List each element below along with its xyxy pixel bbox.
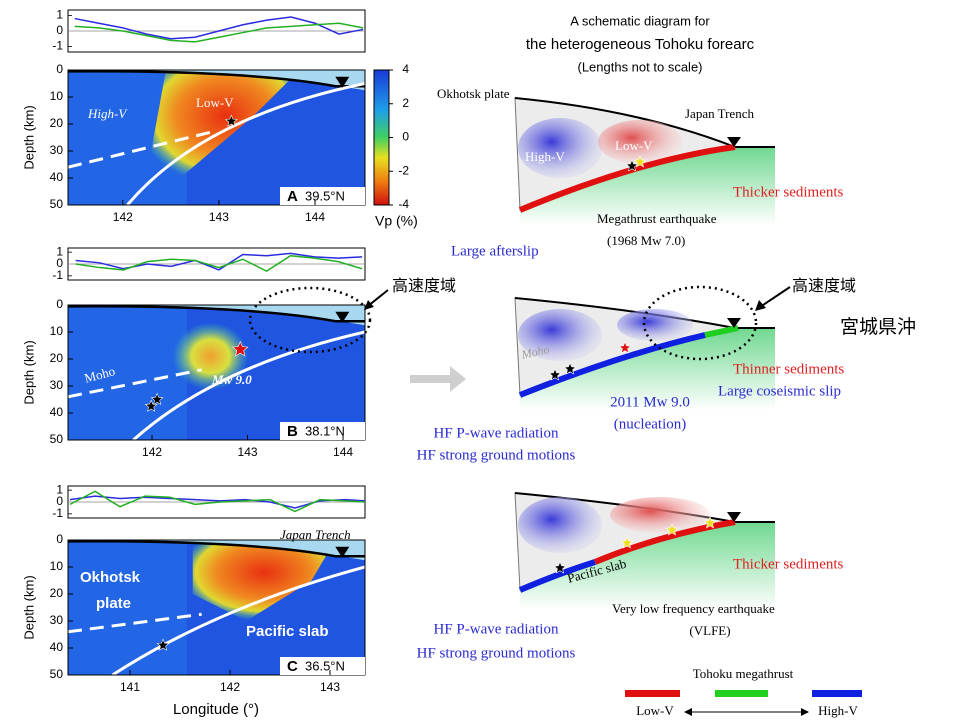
figure: A39.5°N14214314401020304050Depth (km)-10… (0, 0, 955, 721)
label: Low-V (615, 138, 653, 153)
x-tick-label: 143 (238, 445, 258, 459)
legend-label: High-V (818, 703, 858, 718)
y-tick-label: 20 (50, 351, 64, 365)
y-tick-label: 40 (50, 405, 64, 419)
label: (nucleation) (614, 416, 686, 432)
wave-tick-label: 1 (56, 8, 63, 22)
colorbar-tick-label: 0 (402, 130, 409, 144)
y-tick-label: 30 (50, 143, 64, 157)
x-tick-label: 143 (209, 210, 229, 224)
colorbar-tick-label: -2 (398, 163, 409, 177)
x-axis-label: Longitude (°) (173, 701, 259, 718)
label: Large coseismic slip (718, 383, 841, 399)
high-v-zone (617, 309, 693, 341)
wave-line (76, 256, 362, 271)
label: HF P-wave radiation (434, 621, 559, 637)
panel-label: B (287, 423, 298, 440)
pointer-head (755, 300, 766, 311)
legend-swatch (715, 690, 768, 697)
label: Thicker sediments (733, 556, 844, 572)
x-tick-label: 142 (113, 210, 133, 224)
label: HF P-wave radiation (434, 425, 559, 441)
high-velocity-label: 高速度域 (392, 277, 456, 295)
colorbar (374, 70, 389, 205)
y-tick-label: 40 (50, 640, 64, 654)
wave-line (75, 17, 363, 39)
colorbar-label: Vp (%) (375, 213, 418, 229)
legend-title: Tohoku megathrust (693, 666, 794, 681)
tomography (68, 70, 365, 205)
y-tick-label: 10 (50, 324, 64, 338)
panel-label: A (287, 188, 298, 205)
y-tick-label: 50 (50, 197, 64, 211)
y-tick-label: 20 (50, 586, 64, 600)
x-tick-label: 143 (320, 680, 340, 694)
label: (1968 Mw 7.0) (607, 233, 685, 248)
panel-label: C (287, 658, 298, 675)
label: Very low frequency earthquake (612, 601, 775, 616)
okhotsk-label: Okhotsk (80, 569, 141, 586)
pointer (760, 287, 790, 307)
label: HF strong ground motions (417, 645, 576, 661)
plate-label: plate (96, 595, 131, 612)
schematic-title: (Lengths not to scale) (577, 59, 702, 74)
high-v-zone (518, 497, 602, 553)
label: High-V (525, 149, 565, 164)
label: Okhotsk plate (437, 86, 510, 101)
label: (VLFE) (689, 623, 730, 638)
legend-label: Low-V (636, 703, 674, 718)
label: Large afterslip (451, 243, 539, 259)
x-tick-label: 142 (142, 445, 162, 459)
y-tick-label: 50 (50, 432, 64, 446)
wave-tick-label: 1 (56, 244, 63, 258)
wave-tick-label: 1 (56, 482, 63, 496)
colorbar-tick-label: 2 (402, 96, 409, 110)
y-tick-label: 10 (50, 89, 64, 103)
label: Thicker sediments (733, 184, 844, 200)
y-tick-label: 20 (50, 116, 64, 130)
label: 高速度域 (792, 277, 856, 295)
colorbar-tick-label: -4 (398, 197, 409, 211)
x-tick-label: 144 (333, 445, 353, 459)
slab-label: Pacific slab (246, 623, 329, 640)
mw-label: Mw 9.0 (211, 372, 252, 387)
colorbar-tick-label: 4 (402, 62, 409, 76)
legend-swatch (812, 690, 862, 697)
latitude: 39.5°N (305, 188, 345, 203)
high-v-label: High-V (87, 106, 128, 121)
y-axis-label: Depth (km) (21, 575, 36, 639)
low-v-label: Low-V (196, 95, 234, 110)
x-tick-label: 141 (120, 680, 140, 694)
y-tick-label: 50 (50, 667, 64, 681)
y-tick-label: 0 (56, 532, 63, 546)
x-tick-label: 144 (305, 210, 325, 224)
label: 2011 Mw 9.0 (610, 394, 690, 410)
latitude: 36.5°N (305, 658, 345, 673)
y-tick-label: 30 (50, 613, 64, 627)
latitude: 38.1°N (305, 423, 345, 438)
wave-tick-label: -1 (52, 39, 63, 53)
label: Japan Trench (685, 106, 754, 121)
y-axis-label: Depth (km) (21, 105, 36, 169)
x-tick-label: 142 (220, 680, 240, 694)
y-tick-label: 40 (50, 170, 64, 184)
label: Megathrust earthquake (597, 211, 717, 226)
y-tick-label: 0 (56, 297, 63, 311)
label: HF strong ground motions (417, 447, 576, 463)
trench-label: Japan Trench (280, 527, 351, 542)
legend-swatch (625, 690, 680, 697)
wave-tick-label: 0 (56, 23, 63, 37)
y-tick-label: 10 (50, 559, 64, 573)
region-label: 宮城県沖 (840, 316, 916, 338)
y-axis-label: Depth (km) (21, 340, 36, 404)
y-tick-label: 0 (56, 62, 63, 76)
schematic-title: A schematic diagram for (570, 13, 710, 28)
transition-arrow (410, 366, 466, 392)
schematic-title: the heterogeneous Tohoku forearc (526, 36, 755, 53)
y-tick-label: 30 (50, 378, 64, 392)
label: Thinner sediments (733, 361, 844, 377)
